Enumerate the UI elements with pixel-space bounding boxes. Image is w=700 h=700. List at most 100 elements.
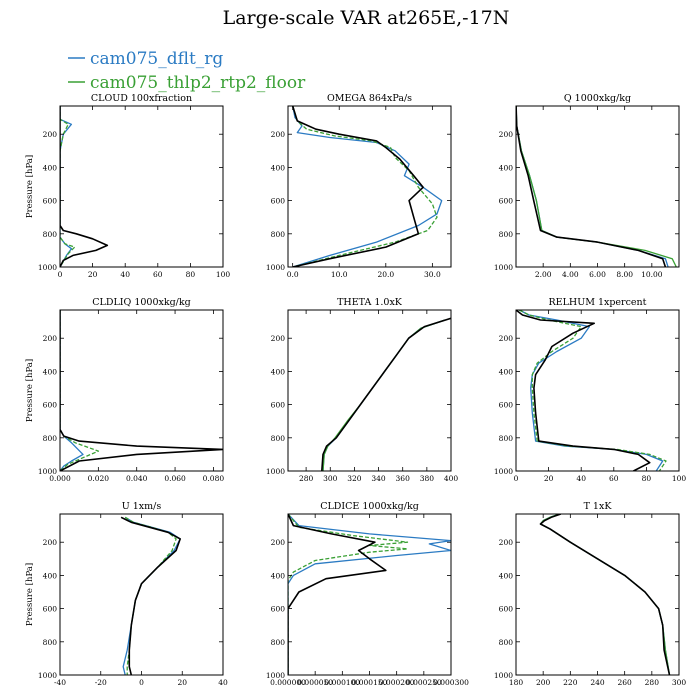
y-tick-label: 600	[499, 605, 514, 614]
y-tick-label: 400	[499, 571, 514, 580]
x-tick-label: 300	[672, 678, 687, 687]
y-tick-label: 800	[43, 638, 58, 647]
x-tick-label: 400	[444, 474, 459, 483]
panel-6: RELHUM 1xpercent 0 20 40 60 80 100 200 400 600 800…	[494, 297, 686, 483]
x-tick-label: 100	[216, 270, 231, 279]
series-line-blue	[539, 514, 671, 675]
series-line-green	[124, 516, 177, 675]
panel-title: OMEGA 864xPa/s	[327, 93, 412, 104]
series-line-black	[291, 106, 424, 267]
series-line-green	[516, 106, 677, 267]
series-line-blue	[60, 106, 73, 267]
panel-5: THETA 1.0xK 280 300 320 340 360 380 400 200 400 60…	[266, 297, 458, 483]
y-tick-label: 800	[499, 434, 514, 443]
x-tick-label: 280	[299, 474, 314, 483]
y-tick-label: 1000	[494, 263, 513, 272]
series-line-black	[516, 310, 651, 471]
x-tick-label: 0.000000	[270, 678, 306, 687]
series-line-blue	[322, 319, 446, 471]
panel-title: THETA 1.0xK	[337, 297, 403, 308]
plot-frame	[515, 309, 680, 472]
x-tick-label: 60	[153, 270, 163, 279]
series-line-green	[292, 106, 438, 267]
y-tick-label: 400	[499, 163, 514, 172]
panel-title: U 1xm/s	[122, 501, 162, 512]
y-tick-label: 400	[271, 571, 286, 580]
x-tick-label: 380	[420, 474, 435, 483]
panel-title: CLDLIQ 1000xkg/kg	[92, 297, 190, 308]
legend-label-1: cam075_dflt_rg	[90, 49, 223, 69]
x-tick-label: 320	[347, 474, 362, 483]
series-line-green	[288, 514, 409, 675]
y-tick-label: 200	[43, 334, 58, 343]
x-tick-label: 0.000100	[324, 678, 360, 687]
plot-frame	[59, 513, 224, 676]
y-tick-label: 1000	[38, 467, 57, 476]
x-tick-label: 20.0	[377, 270, 394, 279]
x-tick-label: 0.080	[203, 474, 225, 483]
y-tick-label: 1000	[494, 467, 513, 476]
x-tick-label: 0.000	[49, 474, 71, 483]
series-line-black	[120, 516, 181, 675]
x-tick-label: 40	[218, 678, 228, 687]
y-tick-label: 800	[271, 230, 286, 239]
x-tick-label: 0.000200	[379, 678, 415, 687]
y-tick-label: 600	[43, 605, 58, 614]
x-tick-label: 30.0	[424, 270, 441, 279]
x-tick-label: 20	[544, 474, 554, 483]
x-tick-label: 0.060	[164, 474, 186, 483]
legend: cam075_dflt_rg cam075_thlp2_rtp2_floor	[68, 49, 306, 93]
panel-3: Q 1000xkg/kg 2.00 4.00 6.00 8.00 10.00 200 400 6…	[494, 93, 680, 279]
series-line-blue	[292, 106, 443, 267]
legend-label-2: cam075_thlp2_rtp2_floor	[90, 73, 306, 93]
x-tick-label: 0	[58, 270, 63, 279]
x-tick-label: 0.0	[287, 270, 299, 279]
y-tick-label: 1000	[266, 671, 285, 680]
x-tick-label: 0.020	[88, 474, 110, 483]
plot-frame	[287, 309, 452, 472]
x-tick-label: 200	[536, 678, 551, 687]
x-tick-label: 220	[563, 678, 578, 687]
series-line-blue	[288, 514, 451, 675]
x-tick-label: 40	[576, 474, 586, 483]
series-line-green	[60, 106, 76, 267]
x-tick-label: 60	[609, 474, 619, 483]
x-tick-label: 40	[120, 270, 130, 279]
y-axis-label: Pressure [hPa]	[25, 563, 35, 626]
y-tick-label: 800	[43, 434, 58, 443]
panel-1: CLOUD 100xfraction Pressure [hPa] 0 20 40 60 8…	[25, 93, 230, 279]
y-tick-label: 400	[499, 367, 514, 376]
y-tick-label: 1000	[266, 263, 285, 272]
y-tick-label: 400	[43, 163, 58, 172]
y-tick-label: 800	[43, 230, 58, 239]
x-tick-label: 80	[642, 474, 652, 483]
series-line-blue	[60, 310, 84, 471]
y-tick-label: 200	[271, 538, 286, 547]
x-tick-label: 10.00	[641, 270, 663, 279]
y-tick-label: 600	[43, 197, 58, 206]
series-line-green	[519, 310, 667, 471]
x-tick-label: 360	[396, 474, 411, 483]
y-tick-label: 400	[271, 163, 286, 172]
series-line-black	[60, 310, 223, 471]
x-tick-label: 0.000150	[352, 678, 388, 687]
x-tick-label: 240	[590, 678, 605, 687]
y-tick-label: 200	[271, 334, 286, 343]
series-line-green	[539, 514, 671, 675]
x-tick-label: 0.000250	[406, 678, 442, 687]
y-tick-label: 200	[499, 334, 514, 343]
x-tick-label: 280	[645, 678, 660, 687]
y-tick-label: 400	[271, 367, 286, 376]
x-tick-label: 10.0	[331, 270, 348, 279]
y-tick-label: 1000	[38, 263, 57, 272]
y-tick-label: 600	[271, 197, 286, 206]
y-tick-label: 1000	[494, 671, 513, 680]
series-line-black	[539, 514, 671, 675]
y-tick-label: 200	[499, 538, 514, 547]
x-tick-label: 0	[514, 474, 519, 483]
series-line-blue	[516, 106, 669, 267]
panel-title: RELHUM 1xpercent	[549, 297, 647, 308]
y-tick-label: 400	[43, 571, 58, 580]
series-line-blue	[122, 516, 181, 675]
